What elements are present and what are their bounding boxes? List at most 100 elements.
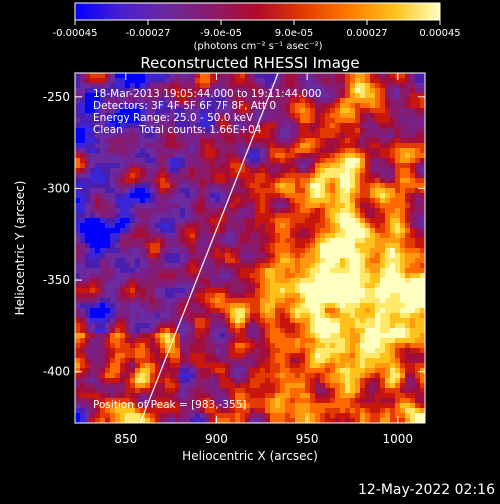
heatmap-cell [370,193,376,199]
heatmap-cell [290,148,296,154]
heatmap-cell [200,298,206,304]
heatmap-cell [190,388,196,394]
heatmap-cell [255,373,261,379]
heatmap-cell [105,203,111,209]
heatmap-cell [205,118,211,124]
heatmap-cell [95,348,101,354]
heatmap-cell [390,328,396,334]
heatmap-cell [340,323,346,329]
heatmap-cell [215,403,221,409]
heatmap-cell [355,168,361,174]
heatmap-cell [395,288,401,294]
heatmap-cell [310,343,316,349]
heatmap-cell [175,188,181,194]
heatmap-cell [130,103,136,109]
heatmap-cell [255,73,261,79]
heatmap-cell [135,408,141,414]
heatmap-cell [295,343,301,349]
heatmap-cell [95,308,101,314]
heatmap-cell [260,158,266,164]
heatmap-cell [270,343,276,349]
heatmap-cell [110,98,116,104]
heatmap-cell [165,288,171,294]
heatmap-cell [275,153,281,159]
heatmap-cell [105,398,111,404]
heatmap-cell [75,413,81,419]
heatmap-cell [180,183,186,189]
heatmap-cell [345,138,351,144]
heatmap-cell [275,73,281,79]
heatmap-cell [405,323,411,329]
heatmap-cell [265,388,271,394]
heatmap-cell [415,178,421,184]
heatmap-cell [385,168,391,174]
heatmap-cell [410,103,416,109]
heatmap-cell [240,358,246,364]
heatmap-cell [325,318,331,324]
heatmap-cell [180,168,186,174]
heatmap-cell [330,393,336,399]
heatmap-cell [275,233,281,239]
heatmap-cell [175,203,181,209]
heatmap-cell [230,283,236,289]
heatmap-cell [390,248,396,254]
heatmap-cell [420,258,425,264]
heatmap-cell [190,323,196,329]
heatmap-cell [365,108,371,114]
heatmap-cell [420,168,425,174]
heatmap-cell [240,308,246,314]
heatmap-cell [265,118,271,124]
heatmap-cell [225,83,231,89]
heatmap-cell [215,373,221,379]
heatmap-cell [415,203,421,209]
heatmap-cell [225,248,231,254]
heatmap-cell [335,348,341,354]
heatmap-cell [295,218,301,224]
heatmap-cell [75,133,81,139]
heatmap-cell [265,413,271,419]
heatmap-cell [220,253,226,259]
heatmap-cell [215,168,221,174]
heatmap-cell [205,113,211,119]
heatmap-cell [240,253,246,259]
heatmap-cell [395,273,401,279]
heatmap-cell [305,88,311,94]
heatmap-cell [380,288,386,294]
heatmap-cell [165,403,171,409]
heatmap-cell [310,353,316,359]
heatmap-cell [335,83,341,89]
heatmap-cell [230,238,236,244]
heatmap-cell [365,263,371,269]
heatmap-cell [220,148,226,154]
colorbar-unit-label: (photons cm⁻² s⁻¹ asec⁻²) [193,41,322,52]
heatmap-cell [400,213,406,219]
heatmap-cell [370,343,376,349]
heatmap-cell [210,153,216,159]
heatmap-cell [410,283,416,289]
heatmap-cell [85,388,91,394]
heatmap-cell [125,303,131,309]
heatmap-cell [100,208,106,214]
heatmap-cell [280,393,286,399]
heatmap-cell [235,363,241,369]
heatmap-cell [85,413,91,419]
heatmap-cell [350,143,356,149]
heatmap-cell [335,193,341,199]
heatmap-cell [275,338,281,344]
heatmap-cell [405,128,411,134]
heatmap-cell [310,98,316,104]
heatmap-cell [335,128,341,134]
heatmap-cell [250,273,256,279]
heatmap-cell [260,193,266,199]
heatmap-cell [405,93,411,99]
heatmap-cell [360,168,366,174]
heatmap-cell [230,128,236,134]
heatmap-cell [320,218,326,224]
heatmap-cell [85,203,91,209]
heatmap-cell [255,133,261,139]
heatmap-cell [80,263,86,269]
heatmap-cell [415,403,421,409]
chart-title: Reconstructed RHESSI Image [140,54,359,72]
heatmap-cell [295,123,301,129]
heatmap-cell [420,268,425,274]
